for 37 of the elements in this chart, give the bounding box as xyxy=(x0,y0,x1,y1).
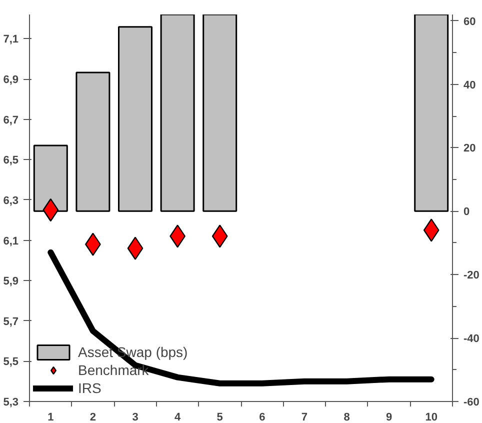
y-tick-label: 6,1 xyxy=(3,235,19,248)
bar xyxy=(118,26,152,212)
y-tick-label: 6,5 xyxy=(3,154,19,167)
x-tick-label: 7 xyxy=(301,412,308,423)
y-tick-label: 7,1 xyxy=(3,34,19,46)
bar xyxy=(414,14,449,212)
y-tick-label: 5,5 xyxy=(3,356,19,368)
y2-tick-label: 0 xyxy=(464,206,470,218)
y2-tick-label: 20 xyxy=(464,142,476,155)
y2-tick-label: -60 xyxy=(464,396,480,408)
x-tick-label: 5 xyxy=(216,412,223,423)
x-tick-label: 9 xyxy=(386,412,392,423)
y2-tick-label: 40 xyxy=(464,79,476,92)
bar xyxy=(202,14,238,212)
y2-tick-label: 60 xyxy=(464,16,476,28)
y-tick-label: 5,3 xyxy=(3,396,19,408)
x-tick-label: 6 xyxy=(259,412,266,423)
y-tick-label: 5,7 xyxy=(3,316,19,328)
y-tick-label: 6,9 xyxy=(3,74,19,86)
bar xyxy=(76,72,110,212)
point xyxy=(127,236,144,260)
point xyxy=(212,224,228,248)
x-tick-label: 4 xyxy=(174,412,182,423)
bar xyxy=(160,14,195,212)
x-tick-label: 2 xyxy=(90,412,96,423)
x-tick-label: 10 xyxy=(425,412,438,423)
x-tick-label: 1 xyxy=(48,412,54,423)
y-tick-label: 6,3 xyxy=(3,194,19,207)
x-tick-label: 8 xyxy=(344,412,350,423)
y-tick-label: 6,7 xyxy=(3,114,19,126)
legend-label: IRS xyxy=(78,380,102,396)
legend-label: Benchmark xyxy=(78,362,149,378)
y2-tick-label: -20 xyxy=(464,270,480,282)
y2-tick-label: -40 xyxy=(464,333,480,346)
x-tick-label: 3 xyxy=(132,412,138,423)
point xyxy=(423,218,440,242)
y-tick-label: 5,9 xyxy=(3,276,19,288)
